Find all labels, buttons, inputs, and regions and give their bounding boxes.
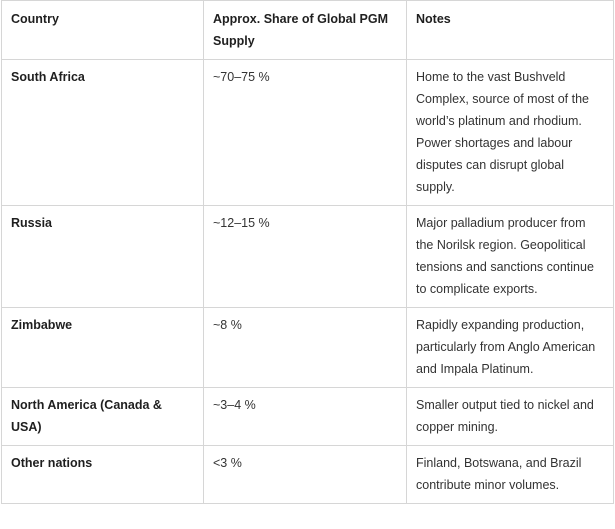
country-cell: South Africa — [1, 59, 204, 206]
table-row: South Africa ~70–75 % Home to the vast B… — [1, 59, 614, 206]
country-cell: North America (Canada & USA) — [1, 387, 204, 446]
pgm-supply-table: Country Approx. Share of Global PGM Supp… — [1, 0, 614, 504]
share-cell: ~8 % — [203, 307, 407, 388]
notes-cell: Finland, Botswana, and Brazil contribute… — [406, 445, 614, 504]
country-cell: Russia — [1, 205, 204, 308]
notes-cell: Major palladium producer from the Norils… — [406, 205, 614, 308]
header-share: Approx. Share of Global PGM Supply — [203, 0, 407, 60]
share-cell: ~3–4 % — [203, 387, 407, 446]
header-notes: Notes — [406, 0, 614, 60]
notes-cell: Smaller output tied to nickel and copper… — [406, 387, 614, 446]
table-row: Zimbabwe ~8 % Rapidly expanding producti… — [1, 307, 614, 388]
country-cell: Zimbabwe — [1, 307, 204, 388]
table-row: Russia ~12–15 % Major palladium producer… — [1, 205, 614, 308]
header-country: Country — [1, 0, 204, 60]
share-cell: <3 % — [203, 445, 407, 504]
table-row: Other nations <3 % Finland, Botswana, an… — [1, 445, 614, 504]
notes-cell: Rapidly expanding production, particular… — [406, 307, 614, 388]
share-cell: ~70–75 % — [203, 59, 407, 206]
share-cell: ~12–15 % — [203, 205, 407, 308]
table-header-row: Country Approx. Share of Global PGM Supp… — [1, 0, 614, 60]
table-row: North America (Canada & USA) ~3–4 % Smal… — [1, 387, 614, 446]
notes-cell: Home to the vast Bushveld Complex, sourc… — [406, 59, 614, 206]
country-cell: Other nations — [1, 445, 204, 504]
